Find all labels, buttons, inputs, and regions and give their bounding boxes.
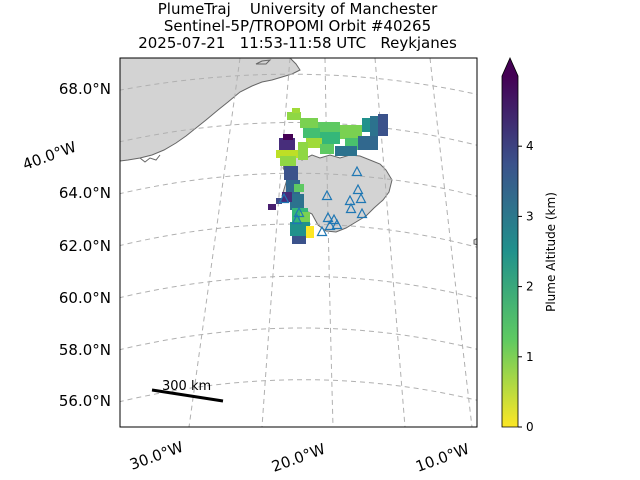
triangle-outline-icon <box>351 165 363 177</box>
triangle-outline-icon <box>356 207 368 219</box>
triangle-outline-icon <box>293 206 305 218</box>
plume-pixel <box>292 108 300 113</box>
lat-label-64n: 64.0°N <box>59 184 111 202</box>
triangle-outline-icon <box>328 213 340 225</box>
greenland-coast-detail <box>139 154 161 163</box>
plume-pixel <box>284 166 298 180</box>
plume-pixel <box>358 136 378 150</box>
triangle-outline-icon <box>321 189 333 201</box>
greenland-east-islet <box>255 59 272 65</box>
colorbar-tick-label: 3 <box>526 209 534 223</box>
volcano-markers <box>278 165 368 237</box>
greenland-landmass <box>120 58 301 162</box>
plume-pixel <box>300 212 310 222</box>
lat-label-68n: 68.0°N <box>59 80 111 98</box>
title-line-1: PlumeTraj University of Manchester <box>157 0 438 18</box>
title-line-3: 2025-07-21 11:53-11:58 UTC Reykjanes <box>138 34 457 52</box>
scale-bar-label: 300 km <box>162 379 211 394</box>
colorbar-gradient <box>502 76 518 427</box>
scale-bar-line <box>151 388 224 403</box>
lon-label-10w: 10.0°W <box>413 440 472 476</box>
plume-pixel <box>287 112 301 120</box>
triangle-outline-icon <box>331 218 343 230</box>
triangle-outline-icon <box>345 202 357 214</box>
colorbar-tick-label: 2 <box>526 280 534 294</box>
colorbar: 0 1 2 3 4 Plume Altitude (km) <box>501 57 558 434</box>
plume-pixel <box>276 150 298 158</box>
plume-pixel <box>320 132 340 144</box>
triangle-outline-icon <box>278 192 290 204</box>
colorbar-extend-arrow <box>502 58 518 76</box>
meridian-15w <box>374 58 406 427</box>
colorbar-tick-label: 0 <box>526 420 534 434</box>
triangle-outline-icon <box>324 219 336 231</box>
plume-pixel <box>294 184 304 192</box>
meridian-25w <box>261 58 291 427</box>
triangle-outline-icon <box>355 192 367 204</box>
plume-pixel <box>282 192 292 202</box>
plume-pixel <box>320 144 334 154</box>
plume-pixel <box>335 146 357 156</box>
colorbar-outline <box>501 57 519 428</box>
meridian-40w <box>120 157 121 158</box>
plume-pixel <box>306 138 322 148</box>
colorbar-ticks: 0 1 2 3 4 <box>518 139 534 434</box>
parallel-56n <box>120 379 477 403</box>
plume-pixel <box>300 118 318 128</box>
plume-pixel <box>268 204 276 210</box>
map-area <box>120 58 477 427</box>
plume-pixel <box>318 122 340 132</box>
triangle-outline-icon <box>344 194 356 206</box>
parallel-66n <box>120 122 477 146</box>
plume-pixel <box>279 138 295 152</box>
plume-pixels <box>268 108 388 244</box>
lat-label-60n: 60.0°N <box>59 289 111 307</box>
lon-label-40w: 40.0°W <box>20 138 79 174</box>
triangle-outline-icon <box>291 213 303 225</box>
colorbar-title: Plume Altitude (km) <box>544 192 558 312</box>
map-frame <box>119 57 478 428</box>
plume-pixel <box>378 114 388 136</box>
plume-pixel <box>280 156 296 166</box>
parallel-58n <box>120 327 477 351</box>
lon-label-20w: 20.0°W <box>269 440 328 476</box>
plume-pixel <box>298 142 308 160</box>
plume-pixel <box>292 236 306 244</box>
colorbar-tick-label: 4 <box>526 139 534 153</box>
plume-pixel <box>306 226 314 238</box>
meridian-20w <box>324 58 334 427</box>
plume-pixel <box>303 128 320 138</box>
plume-pixel <box>290 222 310 236</box>
plume-pixel <box>290 194 304 210</box>
lon-label-30w: 30.0°W <box>127 438 186 474</box>
lat-label-58n: 58.0°N <box>59 341 111 359</box>
colorbar-tick-label: 1 <box>526 350 534 364</box>
lat-label-62n: 62.0°N <box>59 237 111 255</box>
triangle-outline-icon <box>322 211 334 223</box>
plume-pixel <box>276 198 282 204</box>
title-line-2: Sentinel-5P/TROPOMI Orbit #40265 <box>163 17 432 35</box>
meridian-30w <box>188 58 241 427</box>
parallel-60n <box>120 275 477 299</box>
plume-pixel <box>283 134 293 140</box>
triangle-outline-icon <box>316 225 328 237</box>
triangle-outline-icon <box>352 183 364 195</box>
lat-label-56n: 56.0°N <box>59 392 111 410</box>
plume-pixel <box>340 125 362 139</box>
